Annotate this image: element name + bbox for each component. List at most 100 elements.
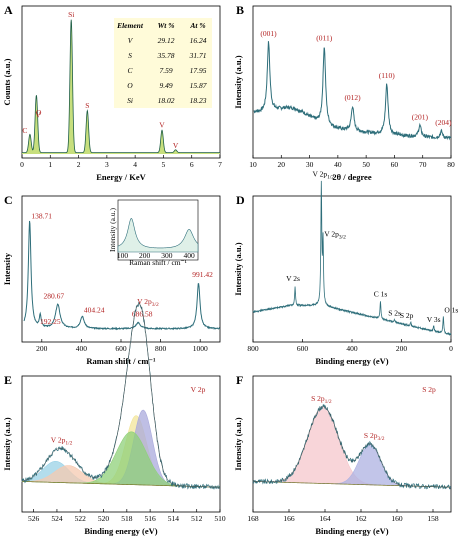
peak-label-b-4: (201): [412, 112, 429, 121]
x-tick-label-a-4: 4: [133, 160, 137, 169]
peak-label-b-2: (012): [344, 93, 361, 102]
peak-label-c-5: 991.42: [192, 270, 213, 279]
x-tick-label-a-7: 7: [218, 160, 222, 169]
x-tick-label-b-7: 80: [447, 160, 455, 169]
peak-label-b-3: (110): [379, 71, 395, 80]
inset-curve: [117, 218, 199, 253]
table-cell-2-1: 7.59: [159, 66, 172, 75]
peak-label-c-0: 138.71: [31, 211, 52, 220]
x-tick-label-b-1: 20: [278, 160, 286, 169]
peak-label-c-3: 404.24: [84, 305, 105, 314]
element-table-bg: [114, 18, 212, 108]
x-tick-label-c-3: 800: [155, 344, 167, 353]
peak-label-d-2: V 2p3/2: [324, 230, 346, 241]
peak-label-e-1: V 2p3/2: [137, 297, 159, 308]
peak-label-b-5: (204): [435, 118, 452, 127]
x-tick-label-c-4: 1000: [193, 344, 208, 353]
x-tick-label-a-2: 2: [77, 160, 81, 169]
table-header-0: Element: [116, 21, 144, 30]
panel-c: C Raman shift / cm⁻¹ Intensity 200 400 600 800…: [2, 193, 221, 366]
peak-label-c-1: 192.25: [40, 317, 61, 326]
peak-label-d-7: O 1s: [444, 306, 458, 315]
peak-label-a-3: Si: [68, 10, 74, 19]
table-cell-0-0: V: [128, 36, 134, 45]
y-axis-label-d: Intensity (a.u.): [233, 242, 243, 295]
raw-data-line-f: [252, 404, 451, 490]
peak-label-e-0: V 2p1/2: [51, 435, 73, 446]
table-cell-0-1: 29.12: [158, 36, 175, 45]
x-tick-label-e-8: 510: [214, 514, 226, 523]
peak-label-b-0: (001): [260, 29, 277, 38]
x-tick-label-f-4: 160: [391, 514, 403, 523]
panel-letter-f: F: [236, 373, 243, 387]
table-cell-2-2: 17.95: [190, 66, 207, 75]
peak-label-a-0: C: [22, 126, 27, 135]
x-tick-label-b-4: 50: [362, 160, 370, 169]
x-tick-label-a-5: 5: [162, 160, 166, 169]
y-axis-label-f: Intensity (a.u.): [233, 417, 243, 470]
x-tick-label-e-0: 526: [28, 514, 40, 523]
x-tick-label-b-5: 60: [391, 160, 399, 169]
table-cell-1-0: S: [128, 51, 132, 60]
x-tick-label-c-1: 400: [76, 344, 88, 353]
x-tick-label-f-2: 164: [319, 514, 331, 523]
table-cell-3-0: O: [127, 81, 133, 90]
x-axis-label-c: Raman shift / cm⁻¹: [86, 356, 156, 366]
inset-x-label: Raman shift / cm⁻¹: [129, 258, 187, 267]
x-tick-label-f-3: 162: [355, 514, 367, 523]
plot-frame-e: [21, 375, 221, 513]
x-tick-label-e-5: 516: [144, 514, 156, 523]
x-tick-label-e-4: 518: [121, 514, 133, 523]
y-axis-label-e: Intensity (a.u.): [2, 417, 12, 470]
x-tick-label-d-1: 600: [297, 344, 309, 353]
panel-f: F Binding energy (eV) Intensity (a.u.) 168 1…: [233, 373, 452, 536]
plot-frame-f: [252, 375, 452, 513]
envelope-line-f: [252, 406, 451, 488]
inset-y-label: Intensity (a.u.): [108, 208, 117, 252]
x-tick-label-c-2: 600: [115, 344, 127, 353]
x-tick-label-a-0: 0: [20, 160, 24, 169]
inset-tick-label-0: 100: [117, 251, 129, 260]
peak-label-d-5: S 2p: [400, 311, 414, 320]
x-tick-label-d-2: 400: [346, 344, 358, 353]
peak-label-d-0: V 2s: [286, 274, 300, 283]
x-tick-label-b-2: 30: [306, 160, 314, 169]
x-axis-label-d: Binding energy (eV): [315, 356, 388, 366]
x-tick-label-e-7: 512: [191, 514, 203, 523]
x-tick-label-e-3: 520: [98, 514, 110, 523]
x-tick-label-e-2: 522: [75, 514, 87, 523]
inset-tick-label-2: 300: [161, 251, 173, 260]
inset-tick-label-1: 200: [139, 251, 151, 260]
plot-frame-d: [252, 195, 452, 343]
panel-letter-b: B: [236, 3, 244, 17]
x-axis-label-e: Binding energy (eV): [84, 526, 157, 536]
x-tick-label-a-3: 3: [105, 160, 109, 169]
x-tick-label-d-0: 800: [247, 344, 259, 353]
x-axis-label-b: 2θ / degree: [332, 172, 371, 182]
table-cell-3-2: 15.87: [190, 81, 207, 90]
panel-title-e: V 2p: [191, 385, 206, 394]
table-cell-3-1: 9.49: [159, 81, 172, 90]
survey-line-d: [252, 180, 452, 337]
x-tick-label-f-1: 166: [283, 514, 295, 523]
peak-label-a-6: V: [173, 141, 179, 150]
table-header-1: Wt %: [158, 21, 175, 30]
peak-label-d-3: C 1s: [374, 290, 388, 299]
x-tick-label-d-3: 200: [396, 344, 408, 353]
peak-label-a-4: S: [85, 101, 89, 110]
peak-label-d-4: S 2s: [388, 309, 401, 318]
panel-letter-e: E: [4, 373, 12, 387]
table-cell-0-2: 16.24: [190, 36, 207, 45]
envelope-line-e: [21, 303, 220, 488]
table-cell-2-0: C: [127, 66, 133, 75]
peak-label-c-4: 686.58: [132, 310, 153, 319]
table-header-2: At %: [189, 21, 205, 30]
peak-label-c-2: 280.67: [43, 291, 64, 300]
panel-title-f: S 2p: [422, 385, 436, 394]
peak-label-a-2: V: [35, 110, 41, 119]
peak-label-b-1: (011): [316, 33, 332, 42]
panel-d: D Binding energy (eV) Intensity (a.u.) 800 6…: [233, 169, 458, 366]
x-tick-label-f-5: 158: [427, 514, 439, 523]
